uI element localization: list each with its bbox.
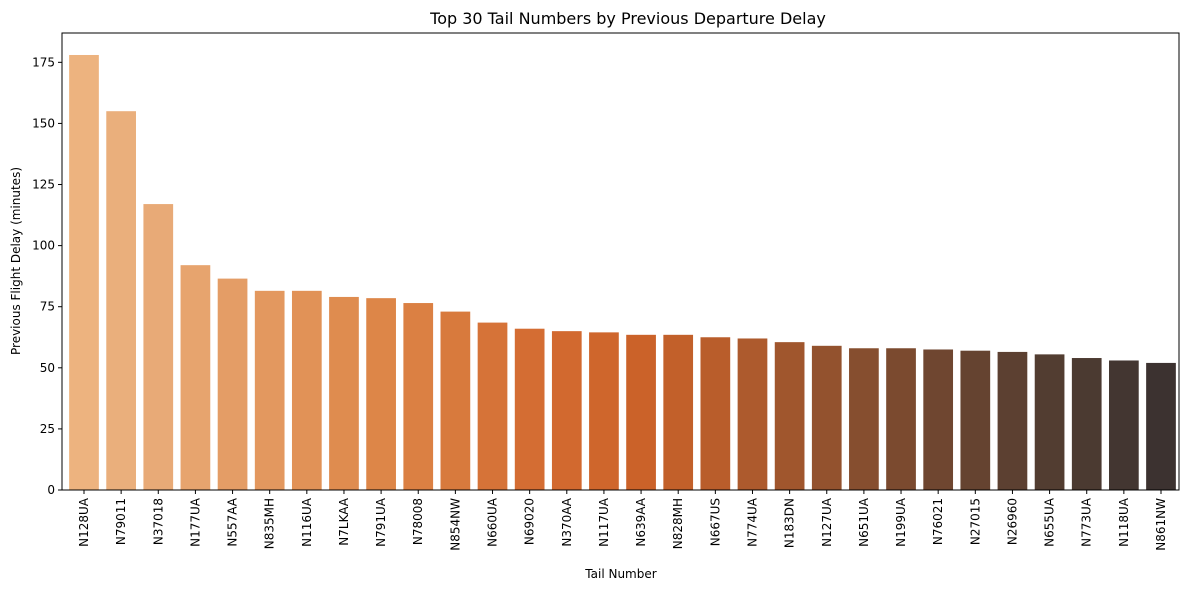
x-tick-label: N655UA xyxy=(1043,497,1057,547)
y-tick-label: 100 xyxy=(32,239,55,253)
bar-N854NW xyxy=(440,311,471,490)
bars-group xyxy=(69,54,1176,491)
bar-N828MH xyxy=(663,334,694,490)
bar-N183DN xyxy=(774,342,805,490)
bar-N557AA xyxy=(217,278,248,490)
y-tick-label: 125 xyxy=(32,178,55,192)
bar-N69020 xyxy=(514,328,545,490)
x-tick-label: N183DN xyxy=(783,498,797,548)
bar-N127UA xyxy=(811,345,842,490)
x-axis-label: Tail Number xyxy=(584,567,656,581)
bar-N660UA xyxy=(477,322,508,490)
bar-N76021 xyxy=(923,349,954,490)
x-axis-ticks: N128UA N79011 N37018 N177UA N557AA N835MH N116… xyxy=(77,490,1168,551)
x-tick-label: N667US xyxy=(708,498,722,546)
bar-N7LKAA xyxy=(329,296,359,490)
x-tick-label: N774UA xyxy=(745,497,759,547)
x-tick-label: N7LKAA xyxy=(337,497,351,545)
x-tick-label: N69020 xyxy=(523,498,537,545)
x-tick-label: N791UA xyxy=(374,497,388,547)
bar-N370AA xyxy=(551,331,582,490)
x-tick-label: N37018 xyxy=(151,498,165,545)
bar-N651UA xyxy=(849,348,879,490)
x-tick-label: N127UA xyxy=(820,497,834,547)
bar-N117UA xyxy=(589,332,619,490)
bar-N26960 xyxy=(997,351,1028,490)
x-tick-label: N828MH xyxy=(671,498,685,549)
bar-N79011 xyxy=(106,111,136,490)
y-axis-label: Previous Flight Delay (minutes) xyxy=(9,167,23,355)
bar-N639AA xyxy=(626,334,656,490)
bar-N37018 xyxy=(143,204,174,490)
x-tick-label: N854NW xyxy=(448,498,462,551)
bar-N774UA xyxy=(737,338,768,490)
bar-N655UA xyxy=(1034,354,1065,490)
x-tick-label: N128UA xyxy=(77,497,91,547)
bar-N118UA xyxy=(1109,360,1139,490)
x-tick-label: N117UA xyxy=(597,497,611,547)
x-tick-label: N27015 xyxy=(968,498,982,545)
x-tick-label: N639AA xyxy=(634,497,648,546)
bar-N835MH xyxy=(254,290,285,490)
y-tick-label: 150 xyxy=(32,116,55,130)
x-tick-label: N177UA xyxy=(188,497,202,547)
bar-N861NW xyxy=(1146,362,1176,490)
x-tick-label: N76021 xyxy=(931,498,945,545)
x-tick-label: N773UA xyxy=(1080,497,1094,547)
y-tick-label: 50 xyxy=(40,361,55,375)
chart-title: Top 30 Tail Numbers by Previous Departur… xyxy=(429,9,826,28)
bar-N27015 xyxy=(960,350,991,490)
x-tick-label: N660UA xyxy=(486,497,500,547)
plot-frame xyxy=(61,32,1180,491)
bar-N791UA xyxy=(366,298,396,490)
x-tick-label: N79011 xyxy=(114,498,128,545)
y-tick-label: 0 xyxy=(47,483,55,497)
bar-N128UA xyxy=(69,54,99,491)
x-tick-label: N835MH xyxy=(263,498,277,549)
y-tick-label: 75 xyxy=(40,300,55,314)
bar-N667US xyxy=(700,337,731,490)
x-tick-label: N118UA xyxy=(1117,497,1131,547)
y-tick-label: 25 xyxy=(40,422,55,436)
bar-N199UA xyxy=(886,348,916,490)
bar-N116UA xyxy=(291,290,322,490)
bar-N773UA xyxy=(1071,358,1102,490)
y-tick-label: 175 xyxy=(32,55,55,69)
x-tick-label: N861NW xyxy=(1154,498,1168,551)
x-tick-label: N78008 xyxy=(411,498,425,545)
x-tick-label: N557AA xyxy=(226,497,240,546)
x-tick-label: N116UA xyxy=(300,497,314,547)
x-tick-label: N26960 xyxy=(1005,498,1019,545)
bar-N78008 xyxy=(403,303,434,490)
bar-N177UA xyxy=(180,265,211,490)
x-tick-label: N199UA xyxy=(894,497,908,547)
x-tick-label: N370AA xyxy=(560,497,574,546)
y-axis-ticks: 0 25 50 75 100 125 150 175 xyxy=(32,55,62,497)
x-tick-label: N651UA xyxy=(857,497,871,547)
